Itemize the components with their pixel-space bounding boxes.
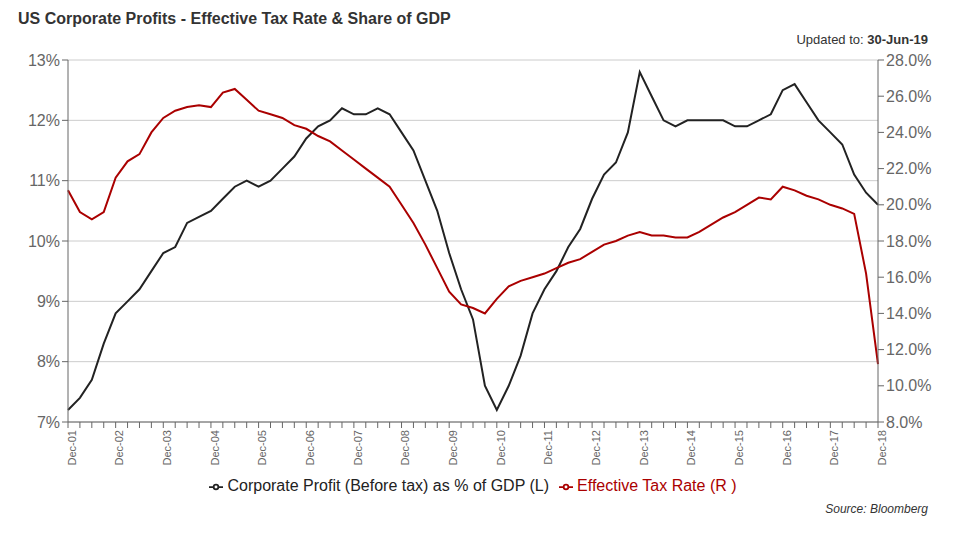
svg-text:Dec-05: Dec-05	[256, 430, 268, 465]
svg-text:Dec-08: Dec-08	[399, 430, 411, 465]
svg-text:9%: 9%	[37, 293, 60, 310]
svg-text:Dec-14: Dec-14	[685, 430, 697, 465]
svg-text:24.0%: 24.0%	[886, 124, 931, 141]
html-text:Effective Tax Rate (R ): Effective Tax Rate (R )	[577, 477, 737, 494]
svg-text:Dec-12: Dec-12	[590, 430, 602, 465]
svg-text:11%: 11%	[29, 172, 60, 189]
svg-text:22.0%: 22.0%	[886, 160, 931, 177]
html-text:Corporate Profit (Before tax): Corporate Profit (Before tax) as % of GD…	[227, 477, 550, 494]
svg-text:Dec-10: Dec-10	[495, 430, 507, 465]
svg-text:18.0%: 18.0%	[886, 233, 931, 250]
svg-text:Dec-09: Dec-09	[447, 430, 459, 465]
svg-text:Dec-04: Dec-04	[209, 430, 221, 465]
svg-text:7%: 7%	[37, 414, 60, 431]
html-text:Updated to: 30-Jun-19: Updated to: 30-Jun-19	[796, 32, 928, 47]
svg-text:Dec-13: Dec-13	[638, 430, 650, 465]
svg-text:16.0%: 16.0%	[886, 269, 931, 286]
svg-text:Dec-18: Dec-18	[876, 430, 888, 465]
svg-text:Dec-06: Dec-06	[304, 430, 316, 465]
svg-text:Dec-02: Dec-02	[113, 430, 125, 465]
svg-text:Dec-01: Dec-01	[66, 430, 78, 465]
svg-text:Dec-15: Dec-15	[733, 430, 745, 465]
svg-text:10.0%: 10.0%	[886, 377, 931, 394]
svg-text:8%: 8%	[37, 353, 60, 370]
svg-text:26.0%: 26.0%	[886, 88, 931, 105]
svg-text:Dec-07: Dec-07	[352, 430, 364, 465]
html-text:Source: Bloomberg: Source: Bloomberg	[825, 502, 928, 516]
svg-text:12.0%: 12.0%	[886, 341, 931, 358]
html-text:US Corporate Profits - Effecti: US Corporate Profits - Effective Tax Rat…	[18, 10, 451, 27]
svg-text:Dec-16: Dec-16	[781, 430, 793, 465]
svg-text:8.0%: 8.0%	[886, 414, 922, 431]
svg-text:Dec-03: Dec-03	[161, 430, 173, 465]
svg-text:Dec-17: Dec-17	[828, 430, 840, 465]
svg-text:28.0%: 28.0%	[886, 52, 931, 69]
svg-text:12%: 12%	[28, 112, 60, 129]
svg-text:10%: 10%	[28, 233, 60, 250]
svg-text:20.0%: 20.0%	[886, 196, 931, 213]
svg-text:13%: 13%	[28, 52, 60, 69]
svg-text:Dec-11: Dec-11	[542, 430, 554, 465]
svg-text:14.0%: 14.0%	[886, 305, 931, 322]
